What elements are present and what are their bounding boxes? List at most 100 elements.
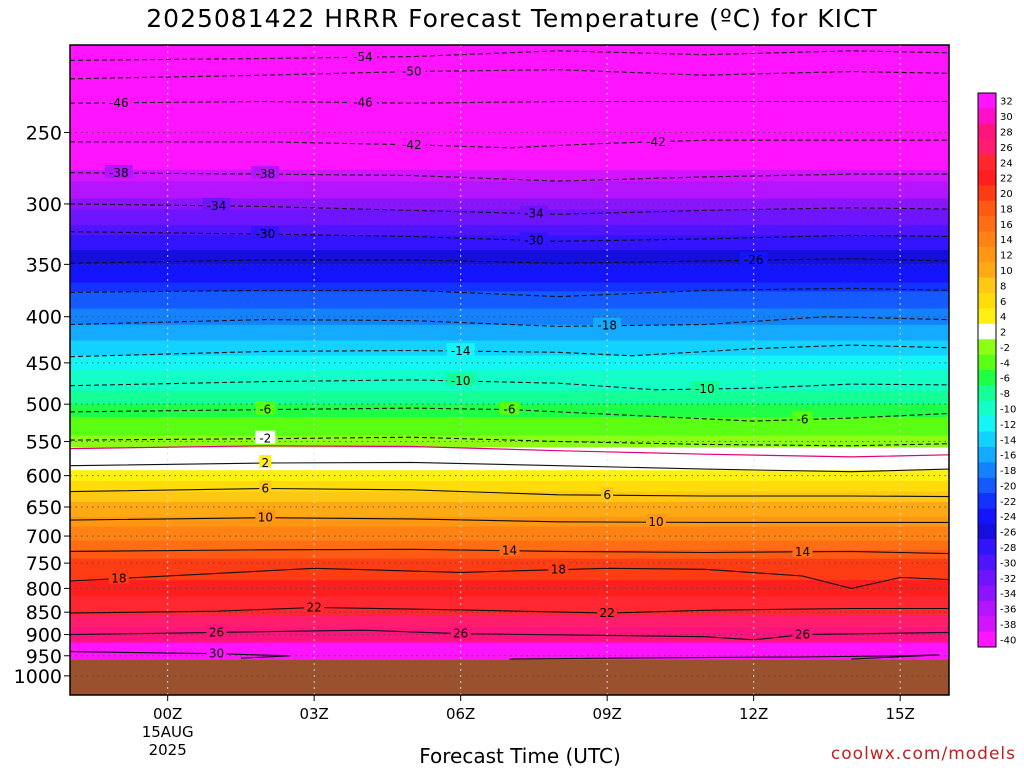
colorbar-label: -24 [1000,512,1016,523]
contour-label: 30 [209,647,224,661]
temperature-band [70,464,949,468]
temperature-band [70,481,949,487]
colorbar-swatch [978,262,996,279]
temperature-band [70,91,949,99]
x-axis-label: Forecast Time (UTC) [419,744,621,768]
temperature-band [70,98,949,107]
contour-label-bg [597,605,618,619]
contour-label: -42 [646,135,666,149]
temperature-band [70,450,949,454]
temperature-band [70,563,949,569]
colorbar-swatch [978,154,996,171]
contour-label: -18 [597,319,617,333]
contour-label: -2 [259,432,271,446]
contour-label: -30 [524,234,544,248]
contour-label-bg [739,252,768,266]
x-tick-label: 03Z [299,705,328,723]
contour-label: 26 [453,627,468,641]
temperature-band [70,157,949,165]
contour-label: -34 [524,207,544,221]
colorbar-swatch [978,385,996,402]
temperature-band [70,575,949,581]
temperature-band [70,467,949,471]
contour-label: -30 [256,227,276,241]
colorbar-swatch [978,400,996,417]
colorbar-label: -28 [1000,543,1016,554]
temperature-band [70,151,949,159]
temperature-band [70,282,949,293]
colorbar-label: -16 [1000,451,1016,462]
contour-label-bg [108,570,129,584]
contour-label: 22 [600,606,615,620]
colorbar-label: 2 [1000,328,1006,339]
contour-label-bg [304,599,325,613]
y-tick-label: 500 [26,394,62,416]
temperature-band [70,588,949,594]
temperature-band [70,512,949,518]
colorbar-swatch [978,523,996,540]
temperature-band [70,316,949,326]
temperature-band [70,348,949,357]
colorbar-label: -34 [1000,589,1016,600]
colorbar-label: -30 [1000,558,1016,569]
contour-label-bg [601,487,614,501]
y-tick-label: 600 [26,466,62,488]
contour-label-bg [206,624,227,638]
temperature-band [70,600,949,606]
temperature-band [70,169,949,177]
contour-label-bg [104,165,133,179]
temperature-band [70,458,949,463]
temperature-band [70,53,949,62]
colorbar-swatch [978,631,996,648]
colorbar-swatch [978,446,996,463]
colorbar-label: -10 [1000,404,1016,415]
temperature-band [70,119,949,127]
y-tick-label: 350 [26,254,62,276]
colorbar-swatch [978,508,996,525]
x-tick-label: 06Z [446,705,475,723]
contour-line [69,287,950,298]
credit-link[interactable]: coolwx.com/models [830,744,1016,764]
contour-label-bg [690,380,719,394]
temperature-band [70,486,949,493]
temperature-band [70,214,949,221]
temperature-band [70,300,949,310]
colorbar-swatch [978,108,996,125]
temperature-band [70,192,949,200]
temperature-band [70,592,949,598]
temperature-band [70,638,949,643]
contour-line [69,651,290,659]
temperature-band [70,456,949,460]
contour-label: -54 [353,50,373,64]
colorbar-label: 4 [1000,312,1006,323]
temperature-band [70,340,949,349]
temperature-band [70,612,949,617]
temperature-band [70,441,949,446]
colorbar-label: -2 [1000,343,1010,354]
contour-label-bg [251,166,280,180]
contour-line [509,654,940,660]
y-tick-label: 700 [26,526,62,548]
contour-label-bg [397,136,426,150]
temperature-band [70,250,949,256]
y-tick-label: 250 [26,122,62,144]
temperature-band [70,501,949,508]
contour-line [69,344,950,358]
contour-line [69,100,949,104]
temperature-band [70,355,949,364]
contour-line [69,567,950,589]
colorbar-label: 30 [1000,112,1013,123]
y-tick-label: 850 [26,602,62,624]
y-tick-label: 550 [26,432,62,454]
temperature-band [70,377,949,385]
temperature-band [70,571,949,577]
contour-label-bg [255,509,276,523]
colorbar-label: 16 [1000,220,1013,231]
contour-label: -6 [259,403,271,417]
temperature-band [70,219,949,226]
colorbar-label: -6 [1000,374,1010,385]
contour-label: 22 [307,601,322,615]
temperature-band [70,163,949,171]
colorbar-label: -26 [1000,528,1016,539]
